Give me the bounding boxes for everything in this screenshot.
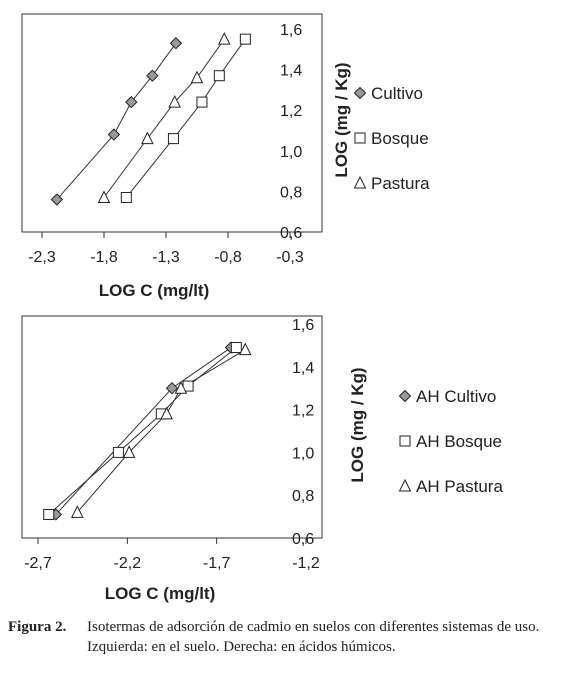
plot-frame [21, 315, 323, 539]
data-point [165, 381, 179, 395]
y-tick-label: 1,4 [280, 63, 302, 80]
y-tick-label: 1,6 [280, 22, 302, 39]
legend-marker [353, 175, 367, 189]
y-tick-label: 0,6 [280, 225, 302, 242]
y-tick-label: 1,0 [292, 445, 314, 462]
y-tick-label: 1,2 [292, 403, 314, 420]
legend-label: Bosque [371, 129, 429, 148]
x-tick-label: -1,8 [90, 249, 118, 266]
caption-text: Isotermas de adsorción de cadmio en suel… [87, 619, 540, 655]
legend-label: AH Pastura [416, 477, 503, 496]
x-tick-label: -2,3 [28, 249, 56, 266]
y-tick-label: 0,8 [280, 184, 302, 201]
x-tick-label: -0,8 [214, 249, 242, 266]
figure-caption: Figura 2. Isotermas de adsorción de cadm… [8, 617, 564, 657]
legend-marker [354, 132, 366, 144]
y-tick-label: 1,6 [292, 317, 314, 334]
series-line [125, 38, 246, 198]
x-axis-label: LOG C (mg/lt) [105, 584, 215, 603]
data-point [160, 406, 173, 420]
legend-label: Pastura [371, 174, 430, 193]
x-tick-label: -1,2 [292, 555, 320, 572]
legend-marker [353, 86, 367, 100]
legend-label: AH Cultivo [416, 387, 496, 406]
data-point [168, 94, 181, 108]
data-point [146, 69, 159, 82]
data-point [217, 32, 231, 45]
data-point [120, 191, 132, 203]
data-point [122, 445, 136, 458]
legend-label: Cultivo [371, 84, 423, 103]
caption-label: Figura 2. [8, 619, 67, 635]
series-line [56, 42, 177, 200]
y-tick-label: 1,4 [292, 360, 314, 377]
data-point [196, 96, 208, 108]
data-point [107, 128, 121, 141]
legend-marker [399, 435, 411, 447]
data-point [141, 131, 154, 145]
data-point [125, 95, 138, 109]
y-tick-label: 0,6 [292, 531, 314, 548]
data-point [167, 133, 179, 145]
plot-frame [21, 13, 323, 233]
data-point [213, 70, 225, 82]
data-point [50, 193, 64, 206]
chart-top-adsorption-soil: -2,3 -1,8 -1,3 -0,8 -0,3 0,6 0,8 1,0 1,2 1,4 1,6 LO… [21, 13, 430, 300]
legend-marker [398, 389, 412, 403]
x-axis-label: LOG C (mg/lt) [99, 281, 209, 300]
data-point [112, 446, 124, 458]
data-point [238, 342, 252, 356]
x-tick-label: -2,7 [24, 555, 52, 572]
legend-label: AH Bosque [416, 432, 502, 451]
data-point [239, 33, 251, 45]
x-tick-label: -0,3 [276, 249, 304, 266]
x-tick-label: -1,3 [152, 249, 180, 266]
legend-marker [398, 478, 412, 492]
data-point [174, 381, 188, 394]
chart-bottom-adsorption-humic-acids: -2,7 -2,2 -1,7 -1,2 0,6 0,8 1,0 1,2 1,4 1,6 LOG C … [21, 315, 503, 603]
data-point [43, 508, 55, 520]
y-tick-label: 1,2 [280, 103, 302, 120]
y-tick-label: 1,0 [280, 144, 302, 161]
y-axis-label: LOG (mg / Kg) [348, 367, 367, 482]
data-point [70, 505, 84, 518]
x-tick-label: -1,7 [203, 555, 231, 572]
x-tick-label: -2,2 [114, 555, 142, 572]
data-point [169, 37, 183, 50]
y-axis-label: LOG (mg / Kg) [332, 62, 351, 177]
data-point [230, 342, 242, 354]
series-line [76, 349, 246, 513]
data-point [97, 190, 111, 203]
series-line [48, 347, 237, 515]
data-point [190, 70, 204, 84]
y-tick-label: 0,8 [292, 488, 314, 505]
